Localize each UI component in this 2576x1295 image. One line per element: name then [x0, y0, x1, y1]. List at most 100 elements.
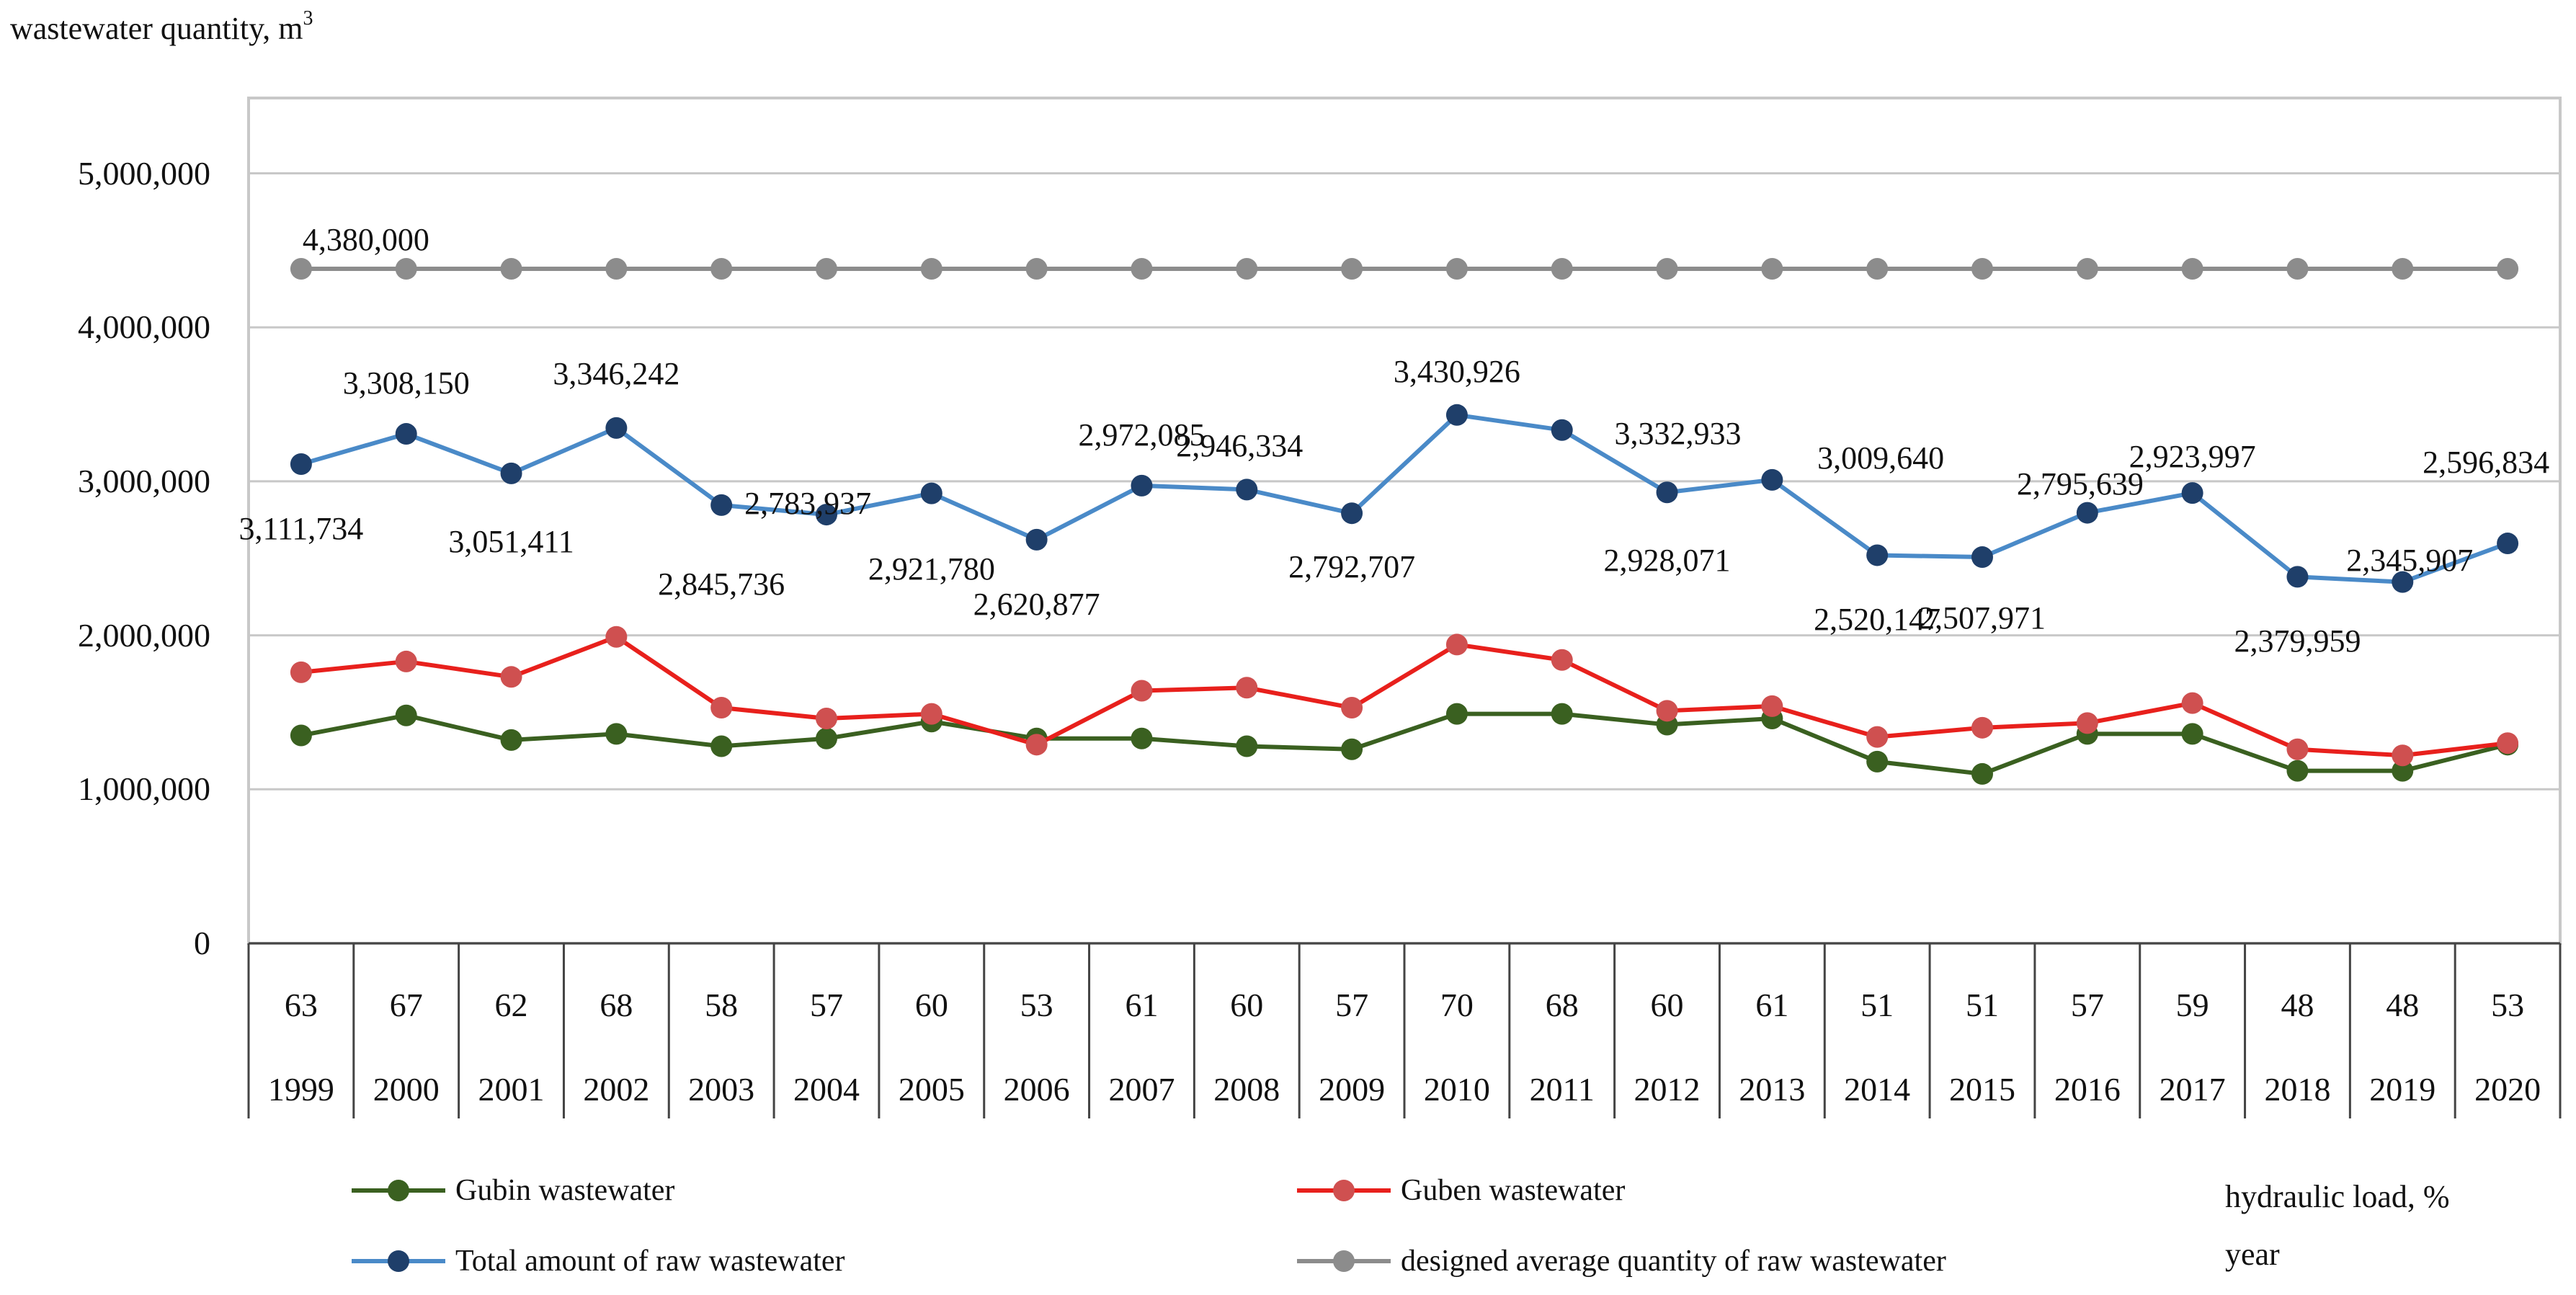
- legend-guben-label: Guben wastewater: [1401, 1174, 1626, 1207]
- year-cell: 2011: [1529, 1071, 1595, 1108]
- total-data-label: 2,783,937: [744, 486, 872, 522]
- hydraulic-load-cell: 68: [600, 987, 633, 1023]
- series-3-point: [1866, 257, 1889, 280]
- hydraulic-load-cell: 62: [494, 987, 528, 1023]
- total-data-label: 2,379,959: [2234, 623, 2361, 659]
- hydraulic-load-cell: 58: [705, 987, 739, 1023]
- series-3-point: [2286, 257, 2309, 280]
- series-2-point: [1341, 502, 1363, 525]
- hydraulic-load-cell: 60: [1230, 987, 1264, 1023]
- series-0-point: [1971, 762, 1993, 785]
- legend-designed-label: designed average quantity of raw wastewa…: [1401, 1245, 1946, 1278]
- series-0-point: [1551, 703, 1573, 725]
- series-1-point: [2181, 692, 2203, 714]
- total-data-label: 2,923,997: [2129, 439, 2256, 475]
- series-1-point: [1761, 695, 1783, 717]
- series-2-point: [1445, 404, 1468, 426]
- year-cell: 2016: [2054, 1071, 2121, 1108]
- legend-gubin-marker: [352, 1180, 445, 1201]
- hydraulic-load-cell: 48: [2386, 987, 2420, 1023]
- series-1-point: [395, 650, 417, 672]
- series-0-point: [290, 724, 312, 747]
- series-2-point: [2497, 533, 2519, 555]
- legend-total-marker: [352, 1250, 445, 1272]
- series-3-point: [1131, 257, 1153, 280]
- series-0-point: [710, 735, 733, 757]
- series-3-point: [816, 257, 837, 280]
- hydraulic-load-cell: 53: [1020, 987, 1053, 1023]
- hydraulic-load-cell: 63: [284, 987, 318, 1023]
- hydraulic-load-cell: 61: [1125, 987, 1159, 1023]
- total-data-label: 2,520,147: [1814, 602, 1941, 638]
- hydraulic-load-cell: 68: [1545, 987, 1579, 1023]
- series-1-point: [816, 707, 837, 729]
- hydraulic-load-cell: 48: [2281, 987, 2314, 1023]
- series-1-point: [605, 626, 628, 648]
- series-2-point: [710, 494, 733, 516]
- series-2-point: [2392, 571, 2414, 593]
- series-3-point: [605, 257, 628, 280]
- series-1-point: [2076, 712, 2098, 734]
- series-0-point: [1341, 738, 1363, 760]
- table-row-label-hydraulic: hydraulic load, %: [2225, 1179, 2450, 1214]
- total-data-label: 3,051,411: [448, 523, 574, 559]
- year-cell: 2001: [478, 1071, 545, 1108]
- plot-frame: [247, 97, 2562, 945]
- series-3-point: [1761, 257, 1783, 280]
- total-data-label: 3,009,640: [1817, 440, 1945, 476]
- series-2-point: [1866, 544, 1889, 566]
- hydraulic-load-cell: 67: [389, 987, 423, 1023]
- series-1-point: [920, 703, 942, 725]
- total-data-label: 2,792,707: [1288, 549, 1416, 585]
- year-cell: 2010: [1423, 1071, 1490, 1108]
- total-data-label: 2,795,639: [2016, 466, 2144, 502]
- series-3-point: [500, 257, 522, 280]
- year-cell: 2012: [1634, 1071, 1701, 1108]
- series-1-point: [2497, 732, 2519, 755]
- total-data-label: 2,921,780: [868, 551, 995, 587]
- year-cell: 2004: [793, 1071, 860, 1108]
- series-2-point: [500, 462, 522, 484]
- series-3-point: [1236, 257, 1258, 280]
- series-1-point: [1551, 649, 1573, 671]
- hydraulic-load-cell: 57: [2070, 987, 2104, 1023]
- series-line-1: [300, 634, 2508, 758]
- total-data-label: 2,507,971: [1919, 600, 2046, 636]
- series-3-point: [2181, 257, 2203, 280]
- series-3-point: [1551, 257, 1573, 280]
- series-3-point: [290, 257, 312, 280]
- series-3-point: [2497, 257, 2519, 280]
- series-1-point: [1866, 726, 1889, 748]
- series-3-point: [1656, 257, 1678, 280]
- year-cell: 2003: [688, 1071, 755, 1108]
- year-cell: 2013: [1739, 1071, 1806, 1108]
- series-0-point: [1445, 703, 1468, 725]
- hydraulic-load-cell: 51: [1860, 987, 1894, 1023]
- hydraulic-load-cell: 59: [2175, 987, 2209, 1023]
- series-1-point: [2392, 744, 2414, 767]
- total-data-label: 2,845,736: [658, 566, 785, 602]
- series-2-point: [2286, 566, 2309, 588]
- y-tick-label: 5,000,000: [78, 154, 210, 192]
- y-tick-label: 2,000,000: [78, 616, 210, 654]
- series-0-point: [1131, 727, 1153, 749]
- legend-designed-marker: [1297, 1250, 1391, 1272]
- series-3-point: [920, 257, 942, 280]
- year-cell: 2009: [1319, 1071, 1386, 1108]
- total-data-label: 3,332,933: [1614, 415, 1742, 451]
- hydraulic-load-cell: 60: [914, 987, 948, 1023]
- series-2-point: [2076, 502, 2098, 524]
- y-tick-label: 1,000,000: [78, 770, 210, 808]
- legend-guben: Guben wastewater: [1297, 1173, 1625, 1208]
- series-2-point: [920, 482, 942, 504]
- series-1-point: [500, 666, 522, 688]
- year-cell: 2005: [898, 1071, 965, 1108]
- series-3-point: [1971, 257, 1993, 280]
- series-2-point: [1656, 481, 1678, 504]
- series-2-point: [2181, 482, 2203, 504]
- series-3-point: [2392, 257, 2414, 280]
- year-cell: 1999: [267, 1071, 334, 1108]
- y-axis-title: wastewater quantity, m3: [10, 7, 313, 46]
- hydraulic-load-cell: 53: [2491, 987, 2525, 1023]
- year-cell: 2002: [583, 1071, 650, 1108]
